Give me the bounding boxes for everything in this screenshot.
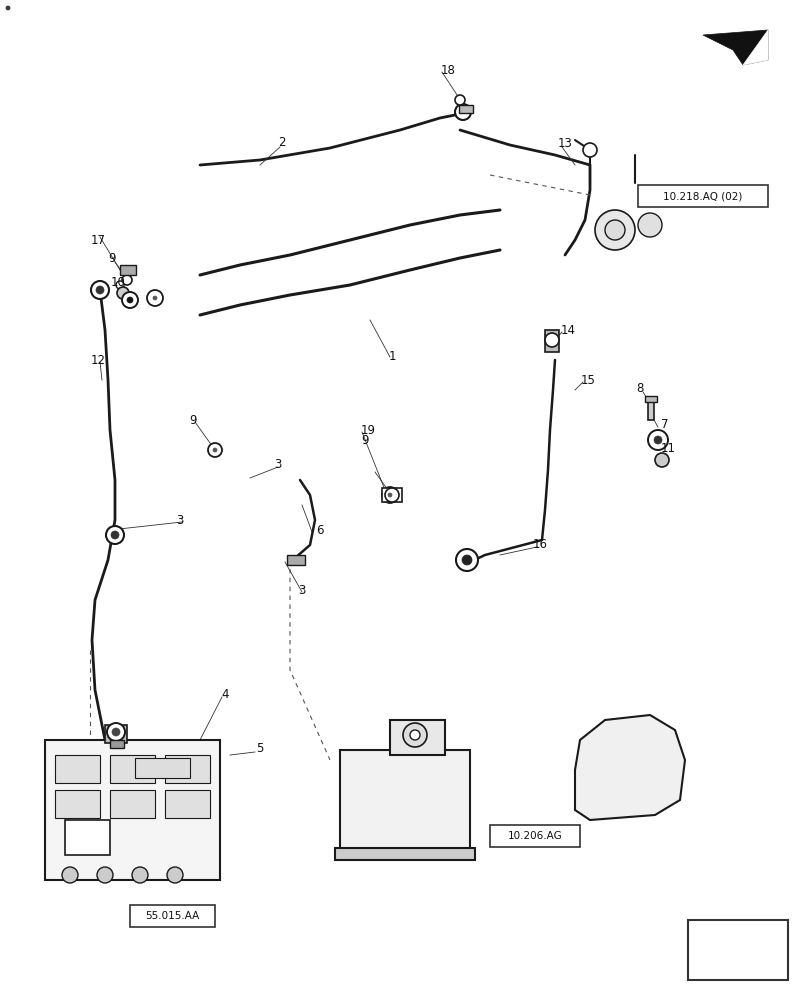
Bar <box>340 750 470 850</box>
Circle shape <box>122 275 132 285</box>
Bar <box>109 740 124 748</box>
Bar <box>644 396 656 402</box>
Circle shape <box>147 290 163 306</box>
Circle shape <box>109 728 122 742</box>
Circle shape <box>152 296 157 300</box>
Polygon shape <box>702 30 767 65</box>
Circle shape <box>111 531 119 539</box>
Bar <box>687 920 787 980</box>
Bar <box>165 790 210 818</box>
Bar <box>389 720 444 755</box>
Text: 8: 8 <box>636 381 643 394</box>
Bar <box>135 758 190 778</box>
Circle shape <box>127 297 133 303</box>
Circle shape <box>212 448 217 452</box>
Circle shape <box>637 213 661 237</box>
Circle shape <box>653 436 661 444</box>
Text: 16: 16 <box>532 538 547 552</box>
Bar <box>458 105 473 113</box>
Text: 10.206.AG: 10.206.AG <box>507 831 562 841</box>
Polygon shape <box>742 30 767 65</box>
Bar <box>544 330 558 352</box>
Circle shape <box>106 526 124 544</box>
Text: 12: 12 <box>90 354 105 366</box>
Circle shape <box>388 493 392 497</box>
Text: 9: 9 <box>361 434 368 446</box>
Circle shape <box>122 292 138 308</box>
Text: 17: 17 <box>90 233 105 246</box>
Text: 3: 3 <box>274 458 281 471</box>
Text: 1: 1 <box>388 350 395 362</box>
Text: 2: 2 <box>278 136 285 149</box>
Circle shape <box>384 488 398 502</box>
Circle shape <box>410 730 419 740</box>
Circle shape <box>647 430 667 450</box>
Bar <box>647 398 653 420</box>
Text: 19: 19 <box>360 424 375 436</box>
Bar <box>45 740 220 880</box>
Text: 15: 15 <box>580 373 594 386</box>
Text: 6: 6 <box>315 524 324 536</box>
Bar <box>335 848 474 860</box>
Circle shape <box>594 210 634 250</box>
Circle shape <box>62 867 78 883</box>
Text: 18: 18 <box>440 64 455 77</box>
Circle shape <box>6 6 10 10</box>
Text: 55.015.AA: 55.015.AA <box>145 911 200 921</box>
Bar <box>120 265 135 275</box>
Circle shape <box>454 104 470 120</box>
Bar <box>105 725 127 743</box>
Text: 10.218.AQ (02): 10.218.AQ (02) <box>663 191 742 201</box>
Circle shape <box>544 333 558 347</box>
Circle shape <box>582 143 596 157</box>
Circle shape <box>167 867 182 883</box>
Circle shape <box>112 728 120 736</box>
Text: 3: 3 <box>298 584 305 596</box>
Text: 4: 4 <box>221 688 229 700</box>
Text: 9: 9 <box>189 414 196 426</box>
Bar <box>55 755 100 783</box>
Bar <box>489 825 579 847</box>
Bar <box>65 820 109 855</box>
Text: 7: 7 <box>660 418 668 432</box>
Circle shape <box>461 555 471 565</box>
Bar <box>165 755 210 783</box>
Circle shape <box>117 287 129 299</box>
Circle shape <box>454 95 465 105</box>
Circle shape <box>208 443 221 457</box>
Circle shape <box>116 281 124 289</box>
Bar <box>55 790 100 818</box>
Circle shape <box>604 220 624 240</box>
Circle shape <box>107 723 125 741</box>
Circle shape <box>654 453 668 467</box>
Text: 10: 10 <box>110 275 125 288</box>
Bar <box>130 905 215 927</box>
Bar <box>381 488 401 502</box>
Bar <box>109 755 155 783</box>
Bar <box>286 555 305 565</box>
Circle shape <box>402 723 427 747</box>
Text: 3: 3 <box>176 514 183 526</box>
Circle shape <box>132 867 148 883</box>
Circle shape <box>96 286 104 294</box>
Bar <box>109 790 155 818</box>
Circle shape <box>97 867 113 883</box>
Text: 5: 5 <box>256 741 264 754</box>
Polygon shape <box>574 715 684 820</box>
Circle shape <box>381 487 397 503</box>
Circle shape <box>456 549 478 571</box>
Text: 11: 11 <box>659 442 675 454</box>
Text: 13: 13 <box>557 137 572 150</box>
Bar <box>637 185 767 207</box>
Text: 9: 9 <box>108 251 116 264</box>
Circle shape <box>91 281 109 299</box>
Text: 14: 14 <box>560 324 575 336</box>
